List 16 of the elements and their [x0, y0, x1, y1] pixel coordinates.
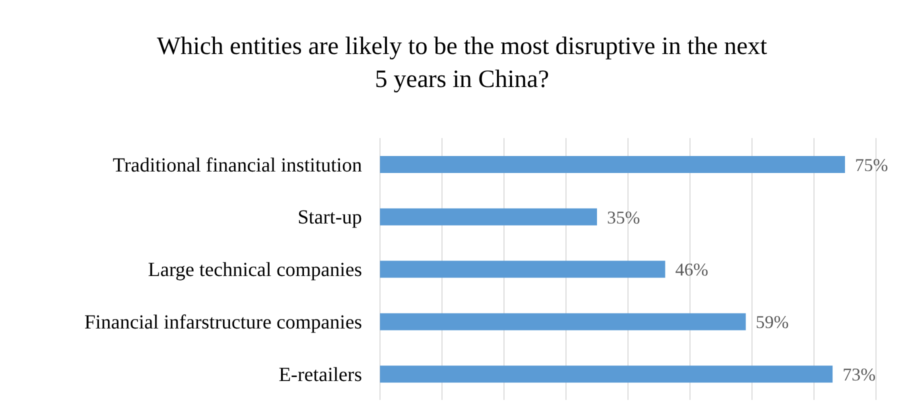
- chart-title: Which entities are likely to be the most disruptive in the next 5 years in China?: [156, 32, 768, 95]
- bar: [380, 156, 845, 173]
- bar: [380, 260, 666, 278]
- data-label: 75%: [855, 154, 888, 175]
- data-label: 73%: [842, 364, 876, 384]
- bar: [380, 208, 597, 226]
- data-label: 35%: [607, 207, 640, 228]
- data-label: 59%: [756, 312, 789, 332]
- y-tick-label: Traditional financial institution: [112, 154, 362, 176]
- data-label: 46%: [675, 260, 708, 280]
- bar: [380, 366, 833, 383]
- bar: [380, 313, 746, 330]
- y-tick-label: Large technical companies: [148, 259, 362, 282]
- y-tick-label: Financial infarstructure companies: [84, 312, 362, 334]
- y-tick-label: Start-up: [298, 206, 362, 229]
- y-tick-label: E-retailers: [278, 364, 362, 386]
